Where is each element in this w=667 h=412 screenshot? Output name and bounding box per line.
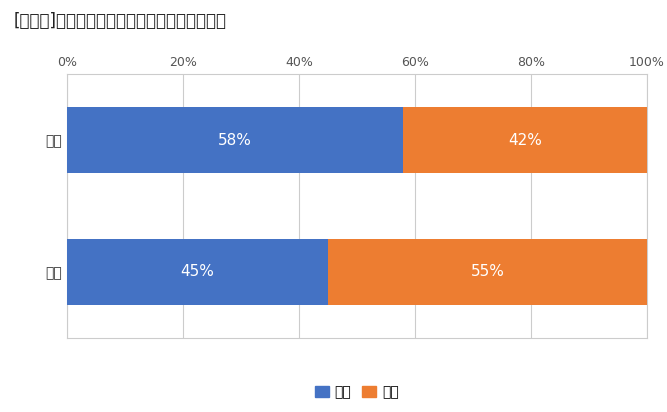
Bar: [404, 107, 647, 173]
Text: 45%: 45%: [180, 265, 214, 279]
Text: 42%: 42%: [508, 133, 542, 147]
Bar: [67, 239, 327, 305]
Text: 58%: 58%: [218, 133, 252, 147]
Legend: ある, ない: ある, ない: [309, 379, 404, 405]
Bar: [327, 239, 647, 305]
Text: [図表９]内定承諾先企業への入社に向けた不安: [図表９]内定承諾先企業への入社に向けた不安: [13, 12, 226, 30]
Bar: [67, 107, 404, 173]
Text: 55%: 55%: [470, 265, 504, 279]
